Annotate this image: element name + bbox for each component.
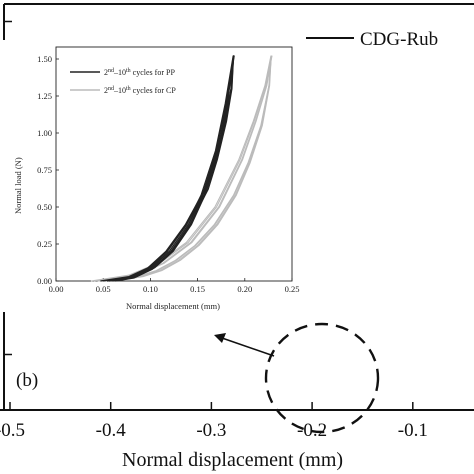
inset-y-tick-label: 1.25 xyxy=(37,91,52,101)
inset-series-cp-cycle-2 xyxy=(90,55,272,282)
inset-y-ticks: 0.00 0.25 0.50 0.75 1.00 1.25 1.50 xyxy=(37,54,59,286)
inset-x-tick-label: 0.00 xyxy=(49,284,64,294)
main-x-tick-label: -0.1 xyxy=(398,420,428,441)
inset-plot-frame xyxy=(55,46,293,282)
inset-x-tick-label: 0.15 xyxy=(190,284,205,294)
inset-x-tick-label: 0.05 xyxy=(96,284,111,294)
inset-y-tick-label: 0.75 xyxy=(37,165,52,175)
inset-y-tick-label: 0.50 xyxy=(37,202,52,212)
inset-y-tick-label: 0.00 xyxy=(37,276,52,286)
main-x-tick-label: -0.3 xyxy=(196,420,226,441)
main-x-tick-label: -0.4 xyxy=(96,420,127,441)
main-x-ticks: -0.5-0.4-0.3-0.2-0.10.00.10.20.30.4 xyxy=(0,402,428,441)
inset-x-axis-label: Normal displacement (mm) xyxy=(126,301,220,311)
inset-y-axis-label: Normal load (N) xyxy=(13,157,23,214)
zoom-arrow-head xyxy=(214,333,226,343)
panel-label: (b) xyxy=(16,370,38,391)
inset-x-ticks: 0.00 0.05 0.10 0.15 0.20 0.25 xyxy=(49,278,300,294)
inset-y-tick-label: 1.50 xyxy=(37,54,52,64)
zoom-arrow-line xyxy=(221,337,275,357)
main-x-axis-label: Normal displacement (mm) xyxy=(122,449,343,471)
inset-legend-label-pp: 2nd–10th cycles for PP xyxy=(104,68,175,77)
inset-y-tick-label: 1.00 xyxy=(37,128,52,138)
zoom-circle xyxy=(264,322,380,434)
inset-y-tick-label: 0.25 xyxy=(37,239,52,249)
main-legend-label: CDG-Rub xyxy=(360,29,438,50)
inset-x-tick-label: 0.10 xyxy=(143,284,158,294)
inset-series-group xyxy=(90,55,273,282)
inset-x-tick-label: 0.25 xyxy=(285,284,300,294)
inset-series-pp-cycle-3 xyxy=(107,55,235,282)
inset-x-tick-label: 0.20 xyxy=(237,284,252,294)
inset-series-cp-cycle-3 xyxy=(97,55,273,282)
inset-legend-label-cp: 2nd–10th cycles for CP xyxy=(104,86,176,95)
main-x-tick-label: -0.5 xyxy=(0,420,25,441)
